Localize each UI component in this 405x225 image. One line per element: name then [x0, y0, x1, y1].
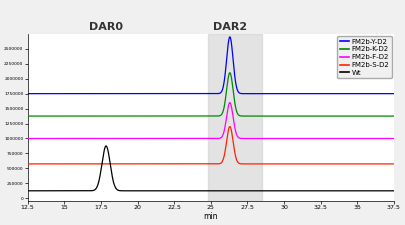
X-axis label: min: min: [204, 212, 218, 221]
Text: DAR0: DAR0: [89, 22, 123, 32]
Text: DAR2: DAR2: [213, 22, 247, 32]
Bar: [208, 34, 262, 201]
Legend: FM2b-Y-D2, FM2b-K-D2, FM2b-F-D2, FM2b-S-D2, Wt: FM2b-Y-D2, FM2b-K-D2, FM2b-F-D2, FM2b-S-…: [337, 36, 392, 79]
